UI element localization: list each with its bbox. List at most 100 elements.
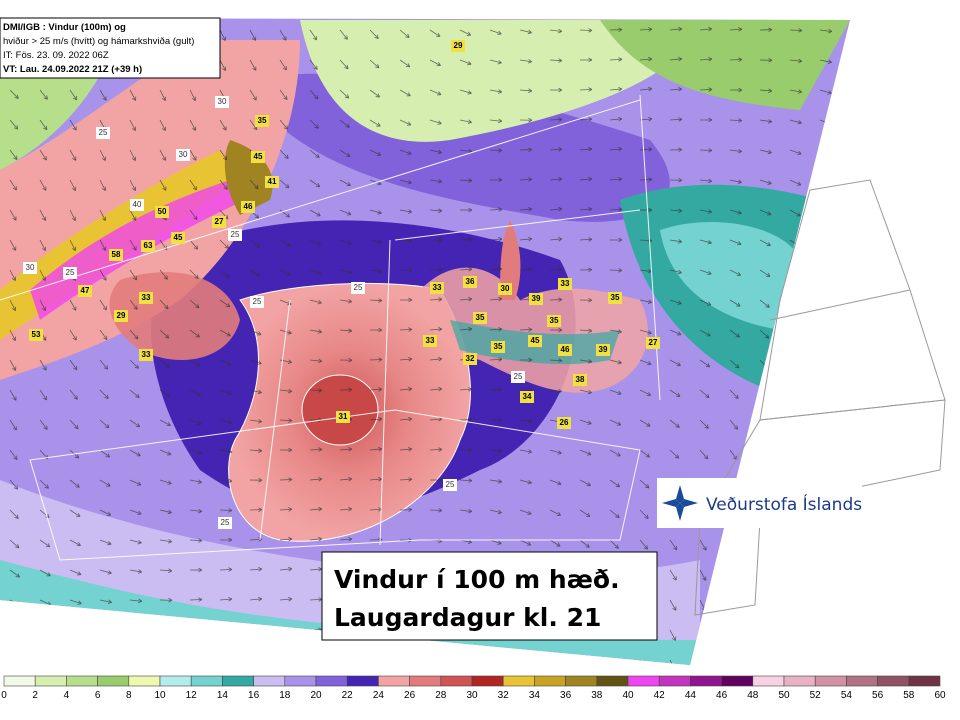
wind-arrow [519, 29, 532, 35]
gust-label-box [528, 335, 542, 347]
wind-arrow [429, 208, 443, 213]
wind-arrow [279, 447, 293, 453]
wind-arrow [249, 626, 263, 632]
wind-arrow [759, 179, 772, 185]
wind-arrow [549, 659, 559, 665]
wind-arrow [159, 627, 173, 633]
wind-arrow [489, 448, 503, 453]
wind-arrow [579, 328, 593, 333]
wind-arrow [489, 266, 503, 272]
wind-arrow [399, 59, 411, 68]
wind-arrow [489, 29, 502, 36]
wind-arrow [519, 147, 533, 153]
wind-arrow [369, 59, 380, 69]
wind-arrow [849, 599, 850, 610]
wind-arrow [249, 269, 261, 277]
wind-arrow [9, 389, 17, 401]
contour-label-box [218, 517, 232, 529]
wind-arrow [669, 299, 682, 305]
wind-arrow [639, 389, 652, 396]
wind-arrow [99, 449, 111, 458]
wind-arrow [279, 149, 289, 159]
wind-arrow [429, 447, 443, 452]
gust-label-box [558, 278, 572, 290]
wind-arrow [579, 146, 593, 152]
wind-arrow [69, 329, 77, 341]
gust-label: 33 [561, 279, 570, 288]
wind-arrow [249, 59, 257, 71]
wind-arrow [789, 299, 799, 309]
wind-arrow [669, 117, 683, 122]
wind-arrow [279, 596, 293, 602]
wind-arrow [99, 479, 111, 487]
wind-arrow [99, 389, 109, 399]
wind-arrow [429, 149, 442, 155]
wind-arrow [309, 89, 319, 100]
gust-label-box [255, 115, 269, 127]
wind-arrow [159, 269, 168, 280]
wind-arrow [309, 179, 321, 188]
wind-arrow [9, 479, 19, 490]
wind-arrow [819, 539, 827, 551]
wind-arrow [69, 629, 82, 635]
contour-label-box [215, 96, 229, 108]
wind-arrow [9, 149, 18, 161]
gust-label: 26 [560, 418, 569, 427]
wind-arrow [159, 359, 170, 368]
wind-arrow [579, 479, 591, 487]
wind-arrow [699, 117, 713, 123]
wind-arrow [459, 119, 473, 124]
wind-arrow [279, 29, 287, 41]
wind-arrow [489, 207, 503, 212]
wind-arrow [489, 479, 503, 484]
wind-arrow [249, 389, 262, 395]
wind-arrow [429, 356, 443, 362]
wind-arrow [789, 389, 798, 401]
wind-arrow [99, 329, 108, 341]
wind-arrow [309, 597, 323, 602]
wind-arrow [669, 449, 680, 459]
wind-arrow [279, 566, 293, 572]
gust-label-box [529, 293, 543, 305]
wind-arrow [789, 359, 798, 370]
wind-arrow [249, 329, 262, 336]
wind-arrow [219, 359, 232, 366]
colorbar-segment [908, 675, 941, 687]
wind-arrow [459, 89, 472, 95]
wind-arrow [249, 477, 263, 483]
contour-label-box [443, 479, 457, 491]
wind-arrow [279, 388, 293, 394]
wind-arrow [729, 389, 739, 400]
wind-arrow [129, 657, 143, 663]
wind-arrow [609, 479, 621, 488]
gust-label-box [596, 344, 610, 356]
wind-arrow [309, 59, 318, 70]
wind-arrow [489, 357, 503, 362]
wind-arrow [489, 148, 503, 153]
colorbar-segment [502, 675, 535, 687]
gust-label-box [498, 283, 512, 295]
wind-arrow [429, 119, 442, 125]
wind-arrow [69, 389, 78, 400]
wind-arrow [99, 269, 107, 281]
wind-arrow [39, 299, 47, 311]
wind-arrow [249, 448, 263, 453]
wind-arrow [9, 89, 19, 99]
wind-arrow [489, 89, 503, 94]
gust-label-box [451, 40, 465, 52]
wind-arrow [69, 359, 78, 371]
wind-arrow [429, 267, 443, 273]
wind-arrow [669, 659, 676, 665]
wind-arrow [129, 329, 139, 340]
colorbar-label: 56 [872, 690, 884, 701]
wind-arrow [699, 449, 709, 460]
wind-arrow [189, 656, 203, 662]
wind-arrow [219, 508, 233, 513]
wind-arrow [609, 329, 623, 334]
wind-arrow [609, 237, 623, 243]
colorbar-segment [721, 675, 754, 687]
wind-arrow [129, 598, 143, 604]
colorbar-segment [596, 675, 629, 687]
wind-arrow [579, 359, 593, 364]
wind-arrow [639, 147, 653, 152]
